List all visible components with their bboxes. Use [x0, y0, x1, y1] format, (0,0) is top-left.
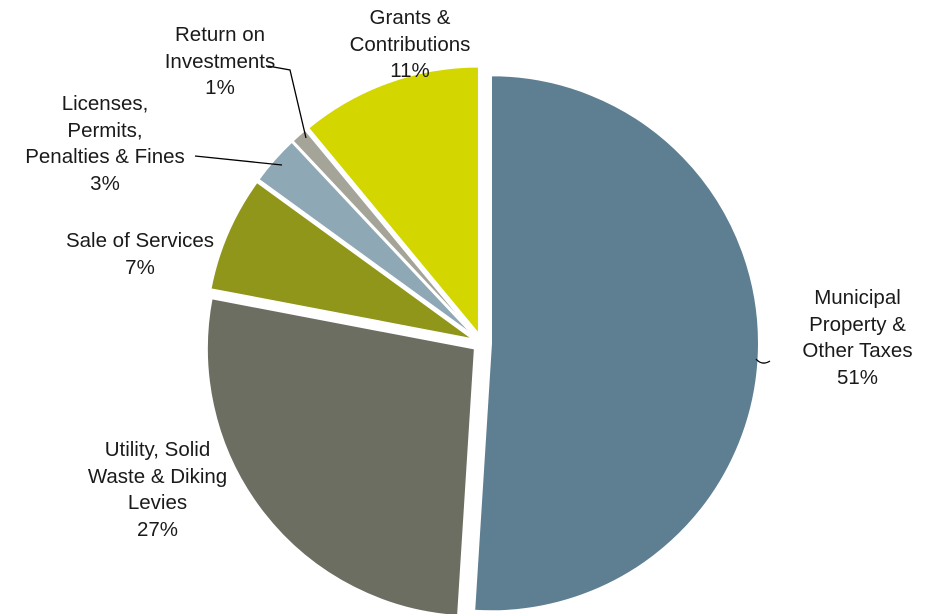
- leader-line-licenses-permits: [194, 155, 283, 166]
- slice-label-return-on-investments: Return on Investments 1%: [164, 23, 276, 99]
- slice-label-grants-contributions: Grants & Contributions 11%: [349, 6, 471, 82]
- slice-grants-contributions: [306, 65, 480, 338]
- slice-label-utility-levies: Utility, Solid Waste & Diking Levies 27%: [87, 438, 228, 541]
- slice-municipal-taxes: [473, 74, 760, 613]
- slice-label-licenses-permits: Licenses, Permits, Penalties & Fines 3%: [25, 92, 185, 195]
- slice-utility-levies: [205, 297, 476, 614]
- leader-line-return-on-investments: [267, 65, 307, 139]
- leader-line-municipal-taxes: [755, 358, 771, 364]
- slice-return-on-investments: [291, 128, 477, 337]
- slice-label-sale-of-services: Sale of Services 7%: [65, 229, 215, 279]
- slice-label-municipal-taxes: Municipal Property & Other Taxes 51%: [802, 286, 913, 389]
- slice-licenses-permits: [257, 140, 476, 338]
- slice-sale-of-services: [209, 180, 475, 341]
